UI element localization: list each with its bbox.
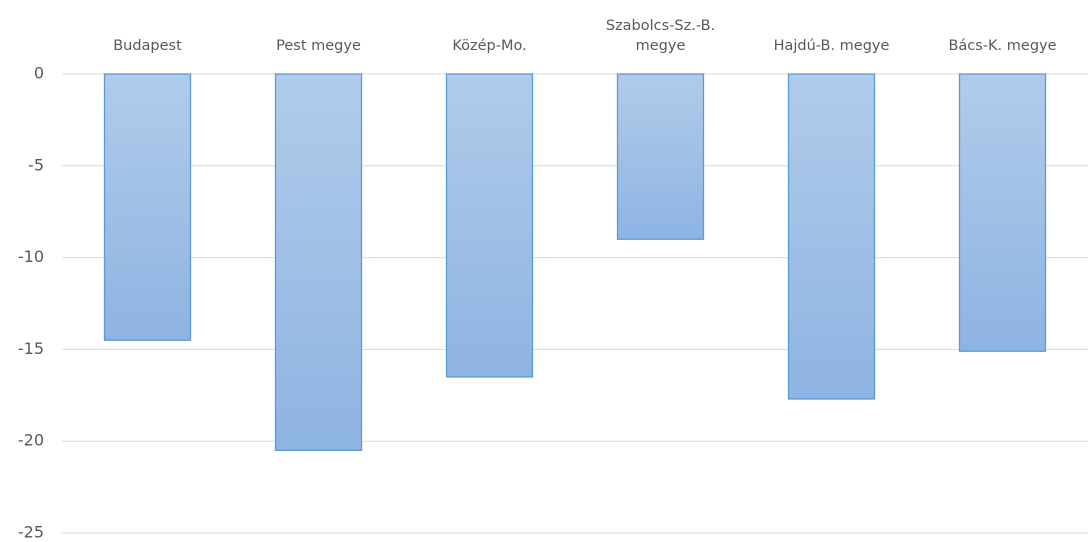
x-tick-label: Pest megye [276, 38, 361, 54]
bar [787, 73, 876, 400]
bar [103, 73, 192, 341]
y-tick-label: -5 [28, 155, 44, 174]
bar [445, 73, 534, 378]
y-tick-label: 0 [34, 64, 44, 83]
x-tick-label: Bács-K. megye [948, 38, 1057, 54]
bar [274, 73, 363, 452]
y-tick-label: -20 [18, 431, 44, 450]
bar [958, 73, 1047, 352]
bar [616, 73, 705, 240]
y-tick-label: -15 [18, 339, 44, 358]
x-tick-label: Hajdú-B. megye [773, 38, 890, 54]
x-tick-label: Közép-Mo. [452, 38, 527, 54]
x-tick-label: Szabolcs-Sz.-B. megye [605, 18, 716, 54]
y-tick-label: -10 [18, 247, 44, 266]
y-tick-label: -25 [18, 523, 44, 542]
x-tick-label: Budapest [113, 38, 182, 54]
